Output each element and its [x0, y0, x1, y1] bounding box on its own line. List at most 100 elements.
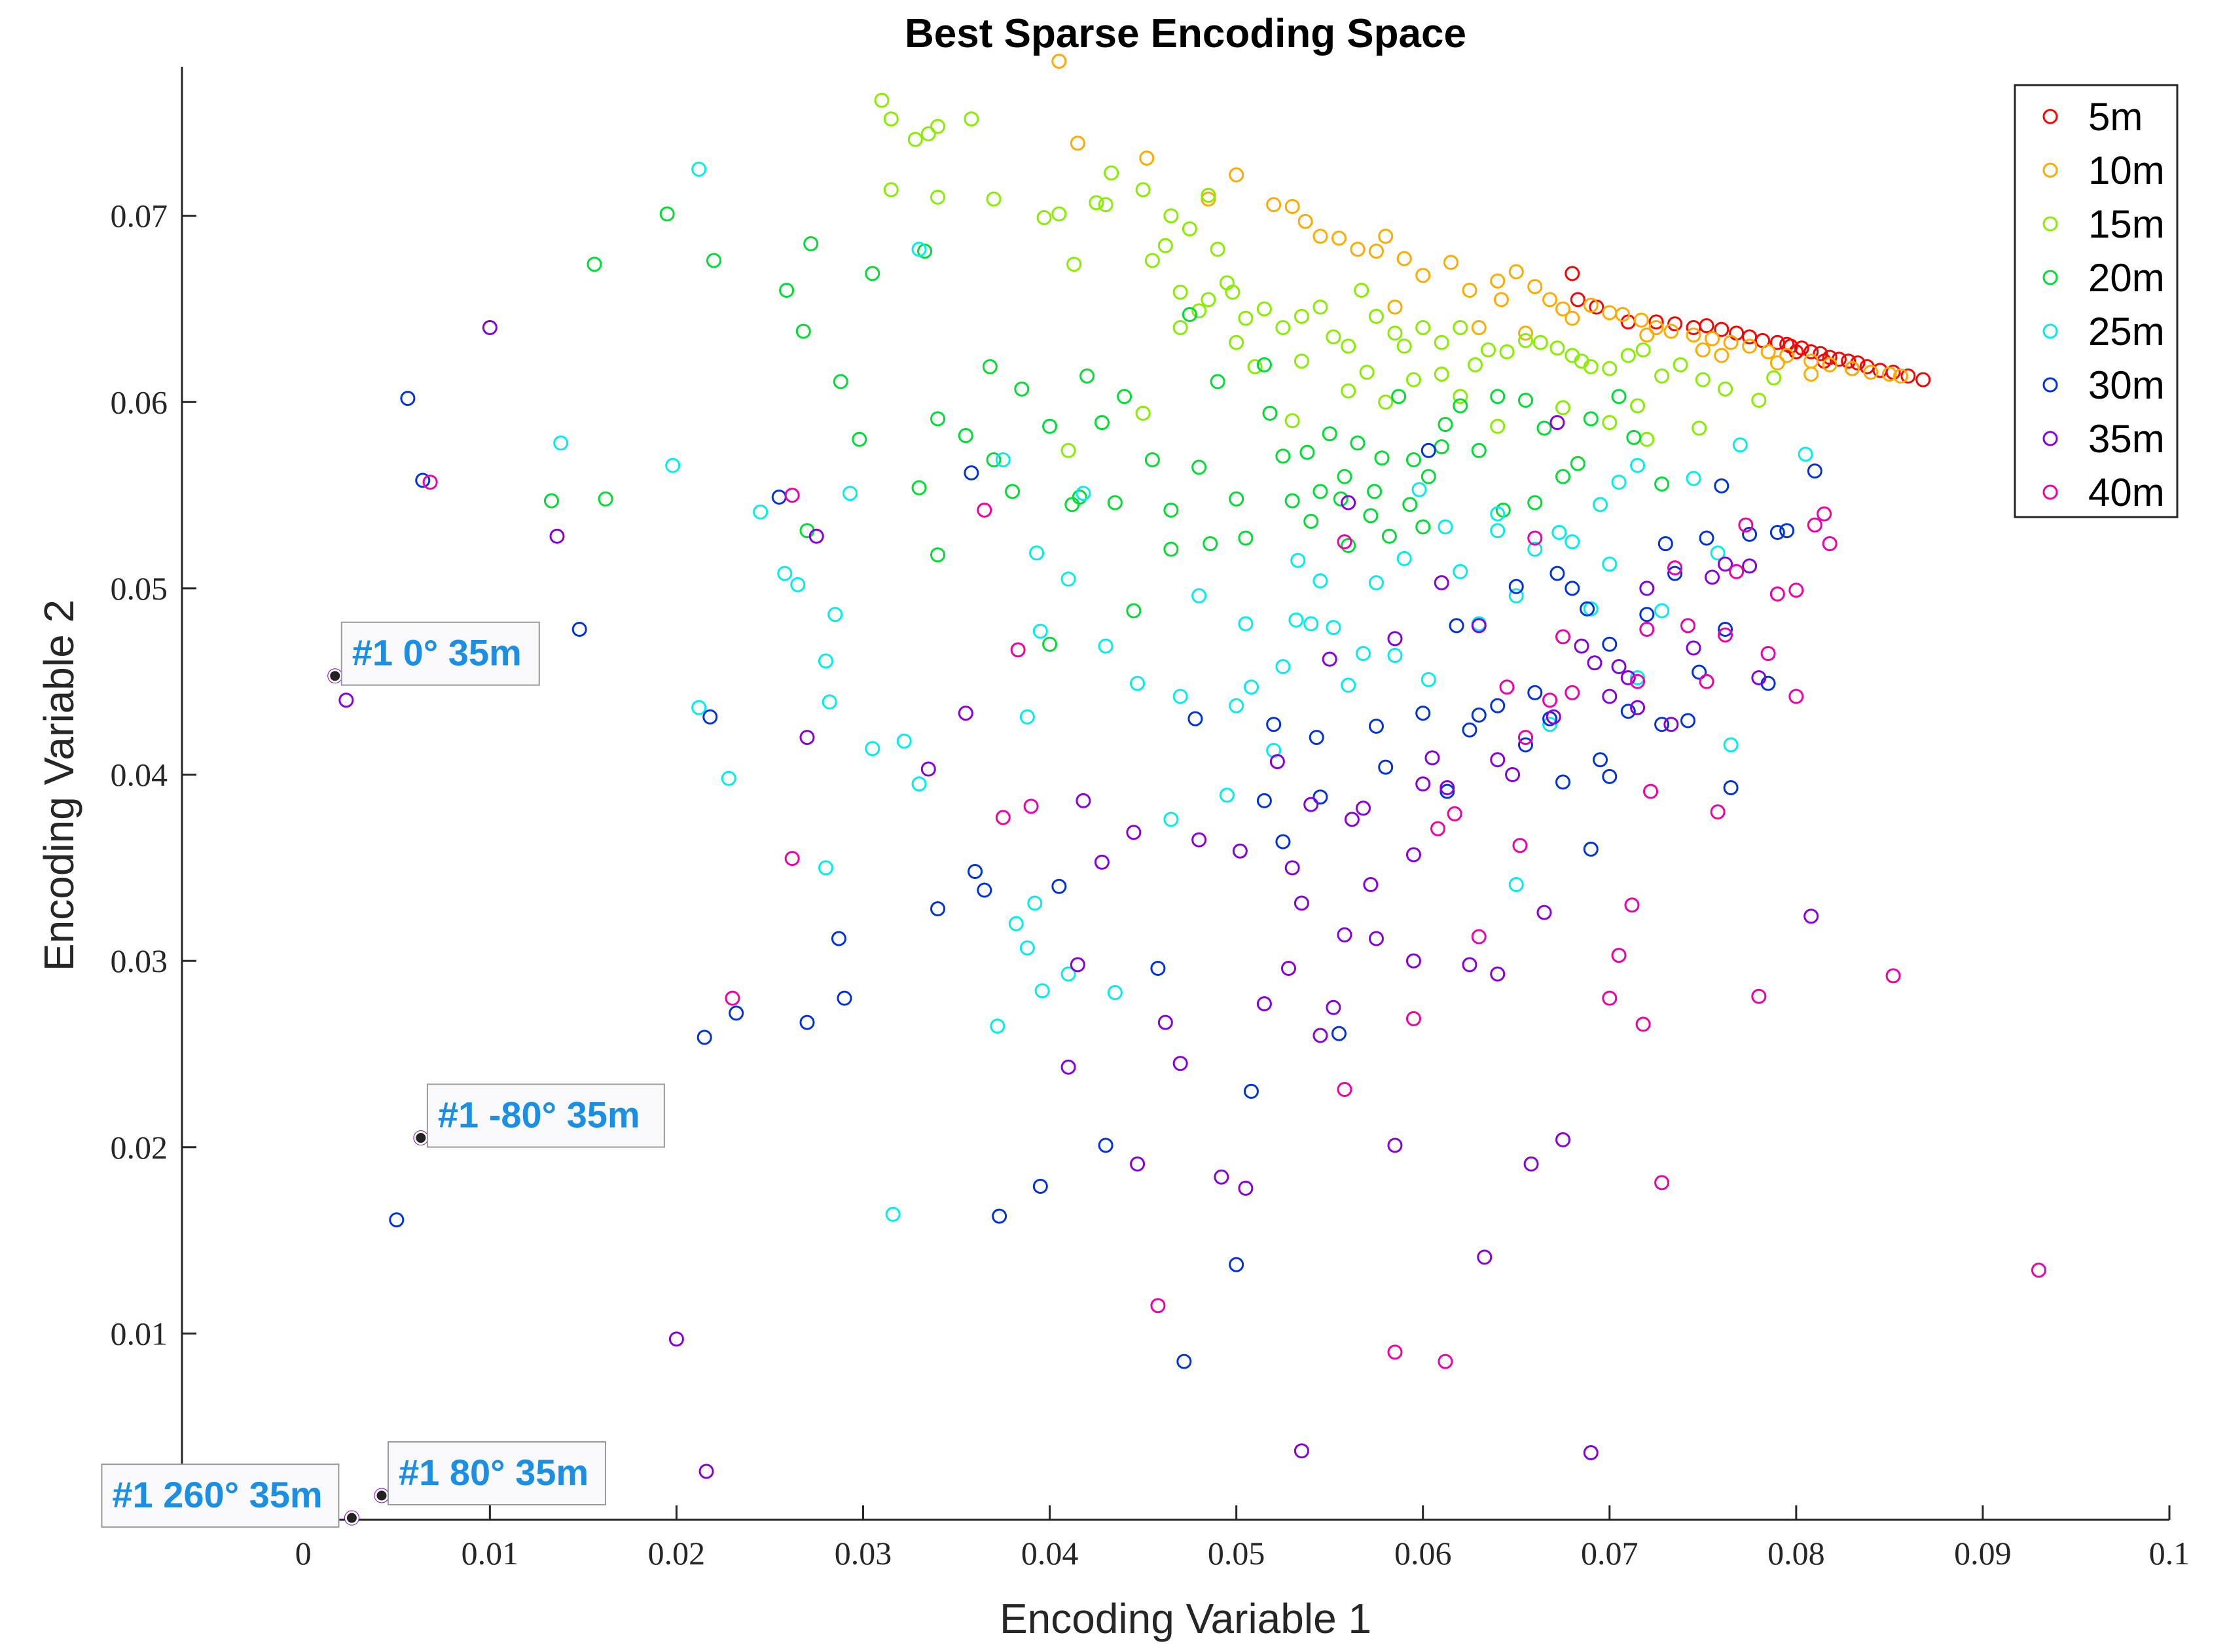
point-40m [977, 502, 992, 518]
point-5m [1841, 353, 1856, 369]
point-20m [1303, 513, 1319, 529]
point-40m [1010, 642, 1026, 658]
point-25m [885, 1206, 901, 1222]
point-40m [1471, 929, 1487, 944]
point-35m [1742, 558, 1758, 574]
x-axis-label: Encoding Variable 1 [1000, 1595, 1371, 1642]
point-15m [986, 191, 1002, 207]
point-40m [1150, 1298, 1166, 1314]
point-20m [930, 411, 946, 427]
point-35m [958, 706, 973, 721]
point-35m [1214, 1169, 1229, 1185]
point-25m [1034, 983, 1050, 999]
point-25m [1341, 677, 1356, 693]
point-30m [1565, 581, 1580, 596]
point-20m [1094, 415, 1110, 431]
point-15m [930, 189, 946, 205]
point-40m [725, 990, 740, 1006]
point-35m [1620, 670, 1636, 686]
point-10m [1714, 348, 1729, 363]
point-25m [911, 242, 927, 257]
point-10m [1387, 299, 1403, 315]
point-25m [1130, 675, 1146, 691]
datatip-marker[interactable] [414, 1131, 428, 1145]
point-25m [1060, 571, 1076, 587]
point-30m [1602, 768, 1618, 784]
point-40m [1337, 534, 1352, 550]
point-10m [1542, 292, 1558, 308]
point-25m [865, 741, 880, 757]
datatip-box[interactable] [426, 1083, 665, 1148]
point-30m [1331, 1026, 1347, 1041]
point-15m [1695, 372, 1711, 387]
point-15m [1453, 319, 1468, 335]
point-30m [1742, 526, 1758, 542]
point-30m [1309, 730, 1324, 745]
datatip-marker[interactable] [374, 1488, 389, 1503]
point-35m [1363, 876, 1379, 892]
legend-label-10m: 10m [2088, 149, 2165, 192]
point-20m [1583, 411, 1599, 427]
point-15m [1229, 334, 1244, 350]
datatip-marker[interactable] [344, 1511, 359, 1525]
point-25m [1508, 876, 1524, 892]
point-25m [818, 860, 833, 876]
y-axis-label: Encoding Variable 2 [35, 600, 82, 971]
point-30m [1256, 793, 1272, 808]
point-20m [1042, 418, 1058, 434]
point-40m [1639, 622, 1655, 637]
point-30m [1051, 878, 1067, 894]
point-15m [1405, 372, 1421, 387]
point-25m [1542, 717, 1558, 732]
point-25m [1326, 620, 1341, 636]
point-30m [1229, 1257, 1244, 1272]
point-30m [1807, 463, 1822, 479]
legend-marker-5m [2042, 109, 2058, 124]
point-10m [1742, 338, 1758, 354]
datatip-marker[interactable] [328, 669, 342, 683]
point-15m [874, 92, 890, 108]
point-30m [1518, 737, 1534, 753]
point-10m [1297, 213, 1313, 229]
point-15m [1630, 398, 1646, 414]
point-20m [543, 493, 559, 509]
data-points [327, 53, 2046, 1526]
point-20m [1163, 502, 1179, 518]
point-30m [1098, 1138, 1114, 1153]
point-30m [729, 1005, 744, 1021]
point-30m [1549, 566, 1565, 581]
point-35m [1238, 1180, 1254, 1196]
point-15m [1620, 348, 1636, 363]
point-25m [1032, 623, 1048, 639]
point-25m [553, 435, 569, 451]
point-35m [1630, 700, 1646, 715]
point-10m [1663, 323, 1679, 339]
point-20m [1654, 476, 1670, 492]
point-30m [1555, 774, 1571, 790]
point-25m [1368, 575, 1384, 590]
point-40m [1527, 530, 1543, 546]
point-20m [1438, 416, 1453, 432]
point-20m [1299, 444, 1315, 460]
point-30m [1508, 579, 1524, 594]
datatip-box[interactable] [388, 1441, 607, 1505]
point-35m [549, 528, 565, 544]
point-25m [1508, 588, 1524, 603]
point-5m [1803, 344, 1819, 359]
legend: 5m 10m 15m 20m 25m 30m 35m 40m [2014, 84, 2179, 518]
point-15m [1549, 340, 1565, 356]
point-35m [1368, 931, 1384, 946]
point-10m [1779, 348, 1795, 363]
point-15m [1468, 357, 1483, 372]
point-25m [1027, 895, 1043, 911]
point-40m [1788, 583, 1804, 598]
point-10m [1368, 243, 1384, 259]
point-40m [784, 488, 800, 503]
point-35m [1583, 1445, 1599, 1461]
x-tick-label: 0.09 [1954, 1535, 2012, 1571]
point-40m [422, 475, 438, 490]
point-35m [1344, 812, 1360, 827]
datatip-box[interactable] [101, 1463, 340, 1528]
point-35m [1477, 1249, 1493, 1265]
datatip-box[interactable] [340, 621, 540, 686]
